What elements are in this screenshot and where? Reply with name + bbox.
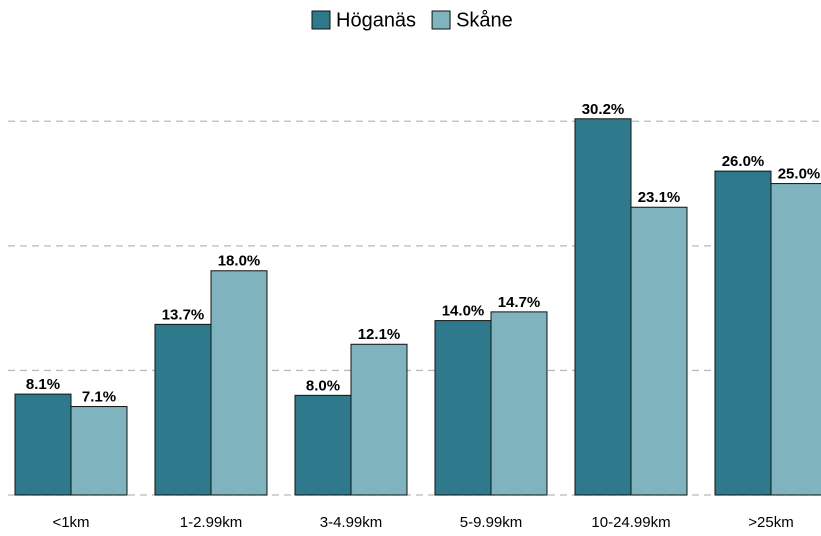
x-tick-label: >25km — [748, 514, 793, 531]
value-label: 18.0% — [218, 253, 261, 270]
x-tick-label: 10-24.99km — [591, 514, 670, 531]
bar — [770, 183, 821, 496]
value-label: 8.0% — [306, 377, 340, 394]
value-label: 26.0% — [722, 153, 765, 170]
bar — [630, 206, 688, 496]
value-label: 14.7% — [498, 294, 541, 311]
bar — [490, 311, 548, 496]
value-label: 8.1% — [26, 376, 60, 393]
bar — [70, 406, 128, 496]
bar — [294, 394, 352, 496]
x-tick-label: <1km — [52, 514, 89, 531]
legend-label: Skåne — [456, 9, 513, 31]
bar — [210, 270, 268, 496]
value-label: 30.2% — [582, 101, 625, 118]
bar — [14, 393, 72, 496]
legend-swatch — [311, 10, 331, 30]
x-tick-label: 5-9.99km — [460, 514, 523, 531]
bar — [574, 118, 632, 496]
x-tick-label: 1-2.99km — [180, 514, 243, 531]
value-label: 12.1% — [358, 326, 401, 343]
value-label: 23.1% — [638, 189, 681, 206]
legend-label: Höganäs — [336, 9, 416, 31]
value-label: 25.0% — [778, 166, 821, 183]
x-tick-label: 3-4.99km — [320, 514, 383, 531]
bar — [714, 170, 772, 496]
bar — [434, 320, 492, 496]
bar — [154, 323, 212, 496]
legend-swatch — [431, 10, 451, 30]
value-label: 7.1% — [82, 389, 116, 406]
value-label: 13.7% — [162, 306, 205, 323]
value-label: 14.0% — [442, 303, 485, 320]
bar — [350, 343, 408, 496]
